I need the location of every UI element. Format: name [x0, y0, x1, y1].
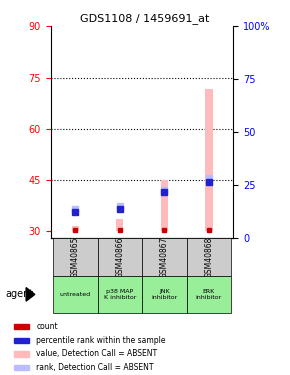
Bar: [187, 276, 231, 313]
Text: GSM40866: GSM40866: [115, 236, 124, 278]
Text: GDS1108 / 1459691_at: GDS1108 / 1459691_at: [80, 13, 210, 24]
Bar: [142, 238, 187, 276]
Bar: [97, 238, 142, 276]
Bar: [53, 276, 97, 313]
Text: GSM40865: GSM40865: [71, 236, 80, 278]
Text: GSM40867: GSM40867: [160, 236, 169, 278]
Text: value, Detection Call = ABSENT: value, Detection Call = ABSENT: [36, 350, 157, 358]
Text: percentile rank within the sample: percentile rank within the sample: [36, 336, 166, 345]
Bar: [97, 276, 142, 313]
Text: agent: agent: [6, 290, 34, 299]
Bar: [205, 90, 213, 231]
Text: JNK
inhibitor: JNK inhibitor: [151, 289, 177, 300]
Bar: [53, 238, 97, 276]
Bar: [14, 338, 29, 343]
Text: untreated: untreated: [60, 292, 91, 297]
Bar: [72, 226, 79, 231]
Bar: [161, 180, 168, 231]
Text: rank, Detection Call = ABSENT: rank, Detection Call = ABSENT: [36, 363, 154, 372]
Text: GSM40868: GSM40868: [204, 236, 213, 278]
Bar: [14, 351, 29, 357]
Bar: [187, 238, 231, 276]
Text: p38 MAP
K inhibitor: p38 MAP K inhibitor: [104, 289, 136, 300]
Bar: [14, 324, 29, 329]
Bar: [116, 219, 124, 231]
Bar: [142, 276, 187, 313]
Text: ERK
inhibitor: ERK inhibitor: [196, 289, 222, 300]
Bar: [14, 365, 29, 370]
Text: count: count: [36, 322, 58, 331]
